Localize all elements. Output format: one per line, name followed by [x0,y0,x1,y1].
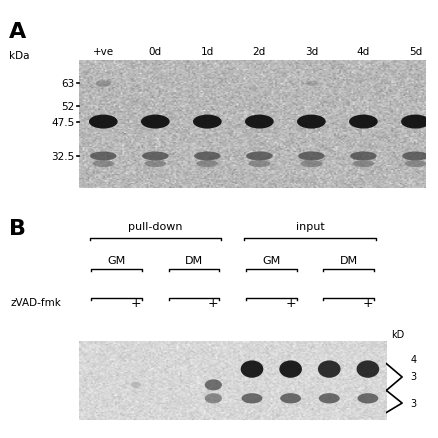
Ellipse shape [357,393,378,403]
Ellipse shape [318,393,339,403]
Ellipse shape [95,81,111,87]
Text: GM: GM [261,256,280,266]
Text: zVAD-fmk: zVAD-fmk [11,298,62,307]
Text: input: input [295,222,324,232]
Text: 0d: 0d [148,47,162,57]
Ellipse shape [350,152,376,161]
Text: kD: kD [390,329,403,339]
Ellipse shape [401,152,428,161]
Text: 32.5: 32.5 [51,152,74,162]
Text: +: + [208,296,218,309]
Text: 3: 3 [410,371,416,381]
Ellipse shape [248,161,270,168]
Ellipse shape [144,161,166,168]
Ellipse shape [246,152,272,161]
Ellipse shape [297,152,324,161]
Ellipse shape [193,115,221,129]
Text: 52: 52 [61,102,74,112]
Ellipse shape [241,393,262,403]
Ellipse shape [141,115,170,129]
Ellipse shape [403,161,425,168]
Ellipse shape [317,360,340,378]
Text: A: A [9,22,26,42]
Ellipse shape [204,393,222,403]
Text: 3: 3 [410,398,416,408]
Ellipse shape [279,393,300,403]
Text: kDa: kDa [9,50,29,60]
Text: +ve: +ve [92,47,113,57]
Ellipse shape [244,115,273,129]
Ellipse shape [196,161,218,168]
Ellipse shape [304,81,317,87]
Text: DM: DM [339,256,357,266]
Ellipse shape [400,115,429,129]
Text: +: + [362,296,372,309]
Text: 4d: 4d [356,47,369,57]
Text: DM: DM [184,256,203,266]
Text: GM: GM [107,256,126,266]
Ellipse shape [240,360,263,378]
Ellipse shape [356,360,378,378]
Ellipse shape [194,152,220,161]
Ellipse shape [92,161,114,168]
Ellipse shape [348,115,377,129]
Text: +: + [131,296,141,309]
Ellipse shape [89,115,117,129]
Text: 5d: 5d [408,47,421,57]
Text: 1d: 1d [200,47,213,57]
Text: pull-down: pull-down [128,222,182,232]
Text: 2d: 2d [252,47,265,57]
Text: 3d: 3d [304,47,317,57]
Ellipse shape [204,379,222,391]
Ellipse shape [297,115,325,129]
Ellipse shape [300,161,321,168]
Ellipse shape [131,382,141,388]
Text: 47.5: 47.5 [51,117,74,127]
Ellipse shape [90,152,117,161]
Text: +: + [285,296,295,309]
Text: 63: 63 [61,79,74,89]
Ellipse shape [142,152,168,161]
Text: 4: 4 [410,354,416,364]
Ellipse shape [352,161,374,168]
Ellipse shape [279,360,301,378]
Text: B: B [9,219,26,239]
